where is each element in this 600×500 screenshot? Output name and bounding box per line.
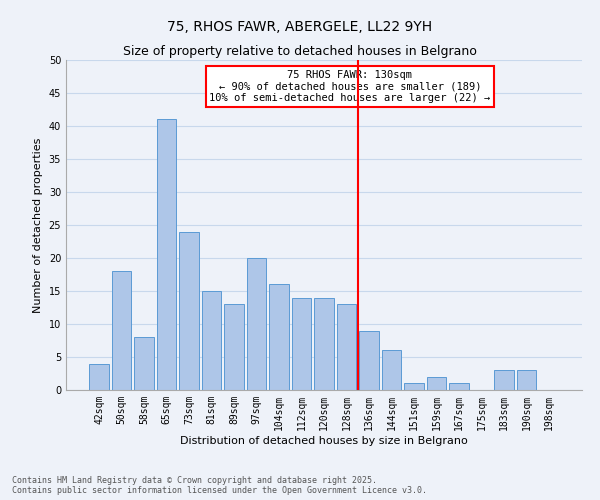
Bar bbox=[269, 284, 289, 390]
Text: 75 RHOS FAWR: 130sqm
← 90% of detached houses are smaller (189)
10% of semi-deta: 75 RHOS FAWR: 130sqm ← 90% of detached h… bbox=[209, 70, 490, 103]
Bar bbox=[89, 364, 109, 390]
Bar bbox=[134, 337, 154, 390]
Text: 75, RHOS FAWR, ABERGELE, LL22 9YH: 75, RHOS FAWR, ABERGELE, LL22 9YH bbox=[167, 20, 433, 34]
Bar bbox=[427, 377, 446, 390]
Bar bbox=[404, 384, 424, 390]
Text: Size of property relative to detached houses in Belgrano: Size of property relative to detached ho… bbox=[123, 45, 477, 58]
Bar bbox=[292, 298, 311, 390]
X-axis label: Distribution of detached houses by size in Belgrano: Distribution of detached houses by size … bbox=[180, 436, 468, 446]
Bar bbox=[202, 291, 221, 390]
Text: Contains HM Land Registry data © Crown copyright and database right 2025.
Contai: Contains HM Land Registry data © Crown c… bbox=[12, 476, 427, 495]
Y-axis label: Number of detached properties: Number of detached properties bbox=[33, 138, 43, 312]
Bar bbox=[112, 271, 131, 390]
Bar bbox=[517, 370, 536, 390]
Bar bbox=[247, 258, 266, 390]
Bar bbox=[494, 370, 514, 390]
Bar bbox=[179, 232, 199, 390]
Bar bbox=[337, 304, 356, 390]
Bar bbox=[157, 120, 176, 390]
Bar bbox=[449, 384, 469, 390]
Bar bbox=[314, 298, 334, 390]
Bar bbox=[382, 350, 401, 390]
Bar bbox=[359, 330, 379, 390]
Bar bbox=[224, 304, 244, 390]
